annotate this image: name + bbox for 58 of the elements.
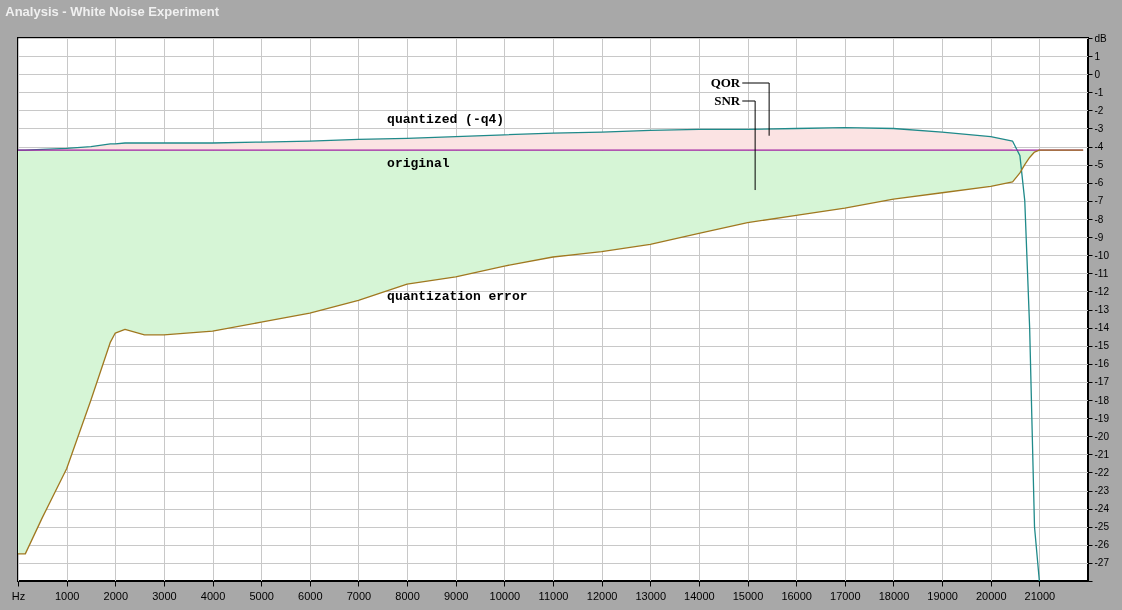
series-label: quantization error [387, 289, 528, 305]
series-label: quantized (-q4) [387, 112, 505, 128]
annotation: SNR [714, 93, 741, 108]
y-tick-label: -24 [1094, 503, 1110, 515]
x-tick-label: 5000 [249, 589, 274, 602]
x-tick-label: 8000 [395, 589, 420, 602]
x-tick-label: 9000 [443, 589, 469, 602]
x-tick-label: 15000 [732, 589, 764, 602]
annotation: QOR [710, 75, 741, 90]
x-tick-label: 21000 [1024, 589, 1056, 602]
chart-title: Analysis - White Noise Experiment [5, 4, 220, 19]
y-tick-label: -10 [1094, 249, 1110, 261]
y-tick-label: -26 [1094, 539, 1110, 551]
y-tick-label: -6 [1094, 177, 1104, 189]
x-tick-label: 16000 [781, 589, 812, 602]
y-tick-label: -9 [1094, 231, 1104, 243]
y-tick-label: -14 [1094, 322, 1110, 334]
x-tick-label: 11000 [538, 589, 569, 602]
y-tick-label: -15 [1094, 340, 1110, 352]
y-tick-label: -4 [1094, 141, 1104, 153]
x-tick-label: 10000 [489, 589, 521, 602]
x-tick-label: 17000 [830, 589, 861, 602]
y-tick-label: -11 [1094, 267, 1109, 279]
y-tick-label: dB [1094, 32, 1108, 44]
y-tick-label: -13 [1094, 304, 1110, 315]
y-tick-label: -7 [1094, 195, 1104, 207]
y-tick-label: -19 [1094, 412, 1110, 424]
y-tick-label: -12 [1094, 285, 1110, 297]
y-tick-label: 0 [1094, 68, 1101, 80]
x-tick-label: 3000 [152, 589, 177, 602]
y-tick-label: -21 [1094, 448, 1110, 460]
x-tick-label: 20000 [975, 589, 1007, 602]
y-tick-label: -17 [1094, 376, 1110, 388]
y-tick-label: -5 [1094, 159, 1104, 171]
y-tick-label: -1 [1094, 86, 1104, 98]
x-tick-label: 2000 [103, 589, 129, 602]
y-tick-label: -18 [1094, 394, 1110, 406]
x-tick-label: 1000 [54, 589, 80, 602]
x-tick-label: 12000 [586, 589, 618, 602]
x-tick-label: 18000 [878, 589, 910, 602]
y-tick-label: -8 [1094, 213, 1104, 225]
x-tick-label: 7000 [346, 589, 372, 602]
y-tick-label: -22 [1094, 466, 1110, 478]
x-tick-label: 19000 [927, 589, 958, 602]
y-tick-label: -2 [1094, 104, 1104, 116]
y-tick-label: -27 [1094, 557, 1110, 569]
y-tick-label: -20 [1094, 430, 1110, 442]
y-tick-label: 1 [1094, 50, 1101, 62]
y-tick-label: -16 [1094, 358, 1110, 370]
y-tick-label: -3 [1094, 123, 1104, 134]
series-label: original [387, 156, 450, 172]
x-tick-label: 14000 [684, 589, 715, 602]
y-tick-label: -25 [1094, 521, 1110, 533]
x-tick-label: 13000 [635, 589, 667, 602]
x-tick-label: Hz [11, 589, 26, 602]
x-tick-label: 6000 [298, 589, 323, 602]
x-tick-label: 4000 [200, 589, 226, 602]
y-tick-label: -23 [1094, 485, 1110, 496]
